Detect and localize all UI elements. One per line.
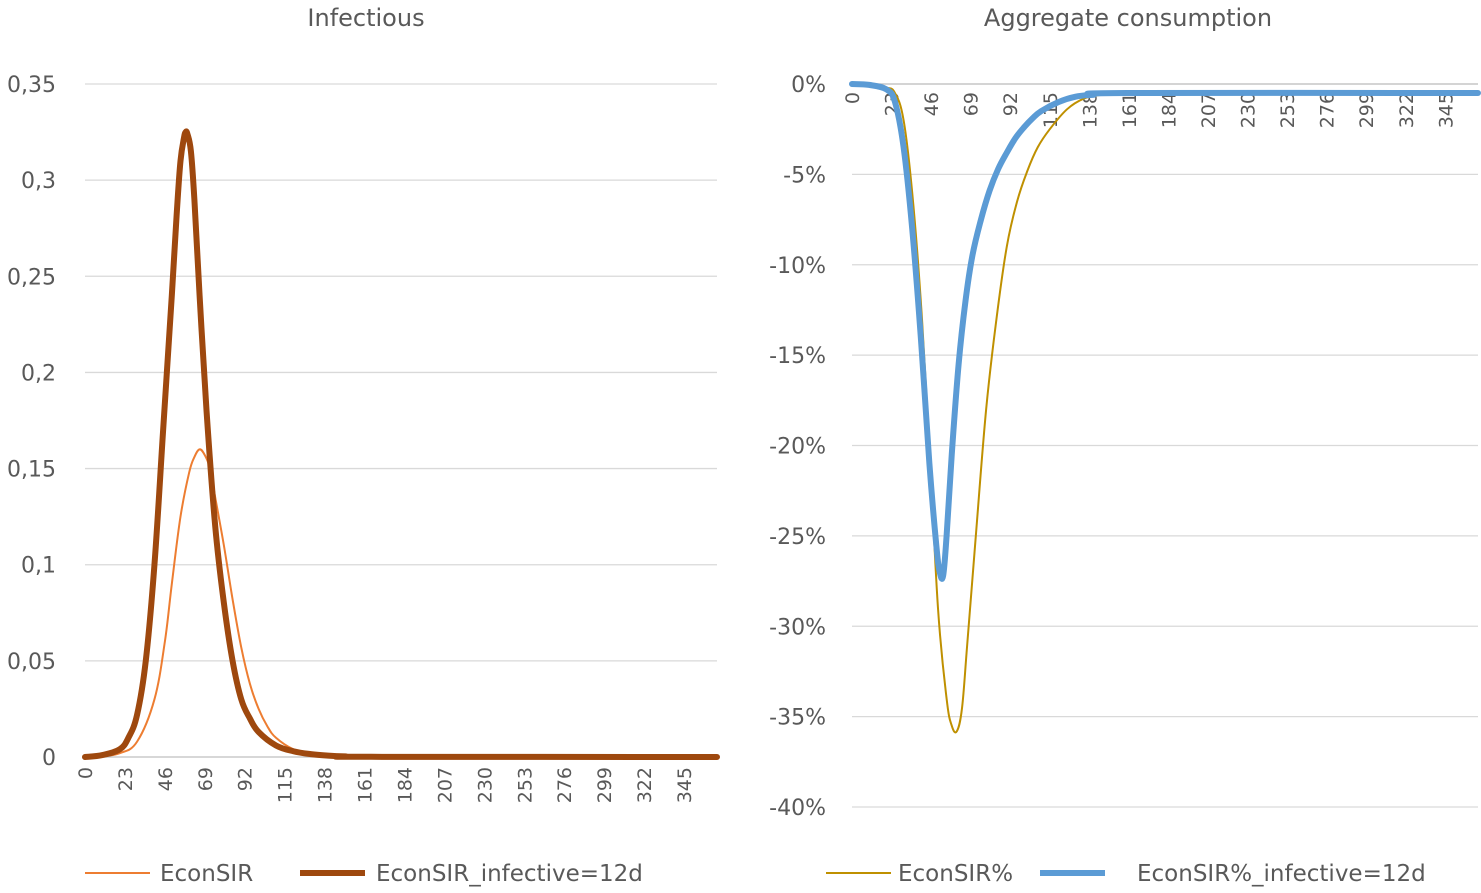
legend-item: EconSIR%_infective=12d	[1040, 861, 1426, 887]
series-line-econsir-infective-12d	[849, 81, 1481, 582]
x-tick-label: 253	[514, 767, 536, 803]
x-tick-label: 92	[235, 767, 257, 791]
x-tick-label: 0	[842, 92, 864, 104]
x-tick-label: 230	[474, 767, 496, 803]
legend-label: EconSIR%	[898, 861, 1013, 887]
legend-label: EconSIR_infective=12d	[376, 861, 643, 887]
y-tick-label: 0,2	[21, 361, 56, 386]
series-line-econsir	[84, 448, 718, 758]
x-tick-label: 46	[921, 92, 943, 116]
x-tick-label: 184	[394, 767, 416, 803]
x-tick-label: 161	[355, 767, 377, 803]
y-tick-label: -30%	[769, 615, 826, 640]
x-tick-label: 138	[315, 767, 337, 803]
x-tick-label: 276	[554, 767, 576, 803]
x-tick-label: 115	[275, 767, 297, 803]
y-tick-label: 0,35	[7, 73, 56, 98]
legend-item: EconSIR	[85, 861, 253, 887]
chart-title: Aggregate consumption	[984, 4, 1272, 32]
y-tick-label: -20%	[769, 435, 826, 460]
x-tick-label: 345	[1435, 92, 1457, 128]
y-tick-label: -5%	[783, 163, 826, 188]
x-tick-label: 23	[115, 767, 137, 791]
legend-item: EconSIR%	[826, 861, 1013, 887]
x-tick-label: 69	[195, 767, 217, 791]
legend-label: EconSIR%_infective=12d	[1137, 861, 1426, 887]
y-tick-label: 0,25	[7, 265, 56, 290]
x-tick-label: 253	[1277, 92, 1299, 128]
chart-aggregate-consumption: Aggregate consumption 0% -5% -10% -15% -20% -…	[769, 4, 1481, 887]
x-tick-label: 299	[1356, 92, 1378, 128]
y-tick-label: 0	[42, 746, 56, 771]
x-tick-label: 230	[1238, 92, 1260, 128]
x-tick-label: 69	[961, 92, 983, 116]
chart-title: Infectious	[307, 4, 424, 32]
x-tick-label: 138	[1079, 92, 1101, 128]
x-tick-label: 207	[1198, 92, 1220, 128]
legend-item: EconSIR_infective=12d	[300, 861, 643, 887]
legend-label: EconSIR	[160, 861, 253, 887]
x-tick-label: 322	[1396, 92, 1418, 128]
x-tick-label: 92	[1000, 92, 1022, 116]
series-line-econsir-infective-12d	[82, 128, 720, 760]
x-tick-label: 322	[634, 767, 656, 803]
series-line-econsir-	[851, 83, 1479, 734]
y-tick-label: -25%	[769, 525, 826, 550]
y-tick-label: 0,05	[7, 650, 56, 675]
x-tick-label: 184	[1158, 92, 1180, 128]
x-tick-label: 345	[674, 767, 696, 803]
x-tick-label: 276	[1317, 92, 1339, 128]
y-tick-label: 0,1	[21, 554, 56, 579]
x-tick-label: 161	[1119, 92, 1141, 128]
y-tick-label: 0,3	[21, 169, 56, 194]
x-tick-label: 46	[155, 767, 177, 791]
y-tick-label: -35%	[769, 706, 826, 731]
y-tick-label: -40%	[769, 796, 826, 821]
x-tick-label: 299	[594, 767, 616, 803]
y-tick-label: -15%	[769, 344, 826, 369]
y-tick-label: -10%	[769, 254, 826, 279]
y-tick-label: 0,15	[7, 458, 56, 483]
x-tick-label: 0	[75, 767, 97, 779]
chart-infectious: Infectious 0 0,05 0,1 0,15 0,2 0,25 0,3 0,35 0 2…	[7, 4, 720, 887]
x-tick-label: 207	[434, 767, 456, 803]
y-tick-label: 0%	[791, 73, 826, 98]
